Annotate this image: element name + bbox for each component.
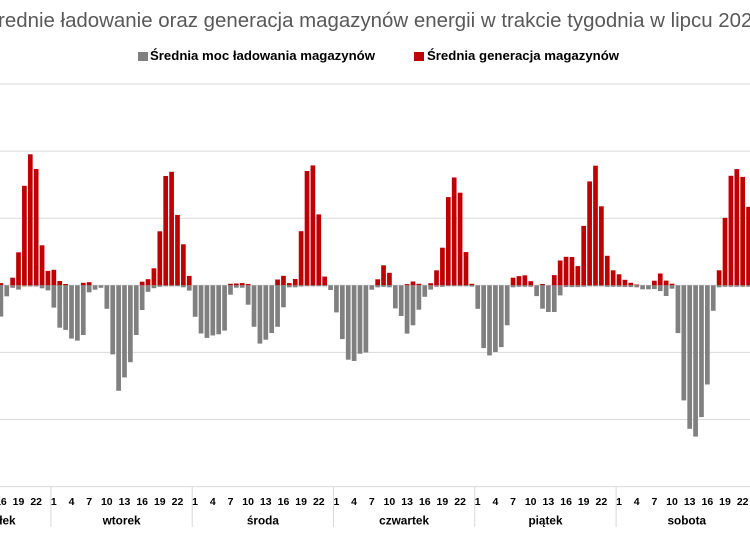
svg-text:19: 19 — [295, 496, 307, 508]
svg-text:22: 22 — [737, 496, 749, 508]
svg-text:16: 16 — [278, 496, 290, 508]
svg-text:4: 4 — [634, 496, 640, 508]
svg-text:1: 1 — [475, 496, 481, 508]
svg-text:10: 10 — [666, 496, 678, 508]
svg-text:1: 1 — [333, 496, 339, 508]
svg-text:1: 1 — [192, 496, 198, 508]
svg-text:4: 4 — [351, 496, 357, 508]
svg-text:10: 10 — [384, 496, 396, 508]
svg-text:7: 7 — [369, 496, 375, 508]
svg-text:13: 13 — [260, 496, 272, 508]
svg-text:sobota: sobota — [667, 514, 706, 528]
svg-text:środa: środa — [247, 514, 280, 528]
svg-text:22: 22 — [313, 496, 325, 508]
svg-text:19: 19 — [437, 496, 449, 508]
svg-text:16: 16 — [136, 496, 148, 508]
svg-text:19: 19 — [578, 496, 590, 508]
svg-text:13: 13 — [119, 496, 131, 508]
svg-text:22: 22 — [454, 496, 466, 508]
svg-text:13: 13 — [543, 496, 555, 508]
svg-text:10: 10 — [101, 496, 113, 508]
svg-text:16: 16 — [0, 496, 7, 508]
svg-text:piątek: piątek — [528, 514, 563, 528]
svg-text:19: 19 — [719, 496, 731, 508]
svg-text:13: 13 — [684, 496, 696, 508]
svg-text:10: 10 — [242, 496, 254, 508]
svg-text:22: 22 — [596, 496, 608, 508]
svg-text:7: 7 — [86, 496, 92, 508]
svg-text:16: 16 — [702, 496, 714, 508]
svg-text:19: 19 — [154, 496, 166, 508]
svg-text:czwartek: czwartek — [379, 514, 429, 528]
svg-text:7: 7 — [510, 496, 516, 508]
svg-text:4: 4 — [492, 496, 498, 508]
svg-text:16: 16 — [560, 496, 572, 508]
svg-text:22: 22 — [172, 496, 184, 508]
svg-text:4: 4 — [210, 496, 216, 508]
svg-text:22: 22 — [30, 496, 42, 508]
svg-text:13: 13 — [401, 496, 413, 508]
svg-text:wtorek: wtorek — [102, 514, 141, 528]
svg-text:7: 7 — [228, 496, 234, 508]
svg-text:16: 16 — [419, 496, 431, 508]
svg-text:19: 19 — [13, 496, 25, 508]
svg-text:poniedziałek: poniedziałek — [0, 514, 16, 528]
svg-text:4: 4 — [69, 496, 75, 508]
svg-text:7: 7 — [651, 496, 657, 508]
svg-text:1: 1 — [616, 496, 622, 508]
svg-text:1: 1 — [51, 496, 57, 508]
svg-text:10: 10 — [525, 496, 537, 508]
